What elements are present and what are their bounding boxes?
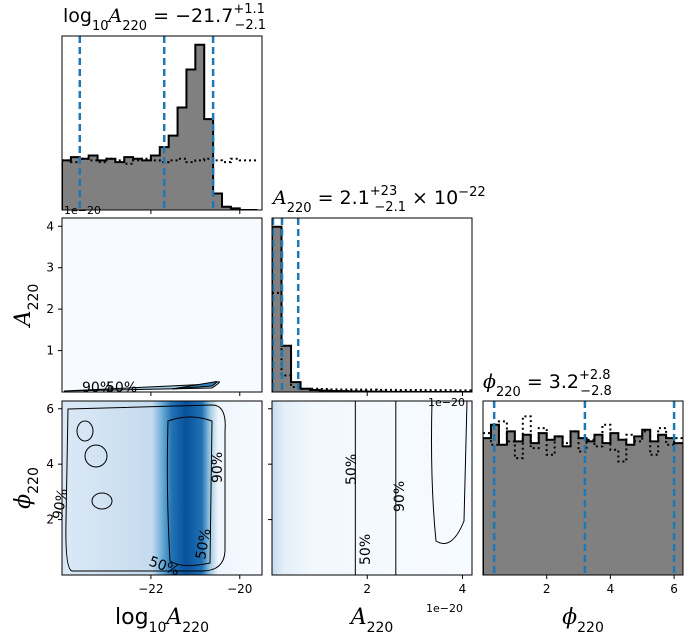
x-tick-label: 6 <box>670 582 678 596</box>
contour-label: 50% <box>344 454 360 485</box>
contours-logA-phi <box>65 404 226 572</box>
x-axis-label-A: A220 <box>349 605 394 636</box>
contours-logA-A <box>63 381 220 392</box>
y-tick-label: 4 <box>46 219 54 233</box>
title-logA: log10A220 = −21.7+1.1 −2.1 <box>63 2 266 34</box>
x-tick-label: −20 <box>227 582 252 596</box>
title-phi: ϕ220 = 3.2+2.8 −2.8 <box>483 368 612 400</box>
panel-frame-h1 <box>61 35 263 211</box>
y-tick-label: 1 <box>46 344 54 358</box>
x-axis-label-phi: ϕ220 <box>562 605 604 636</box>
panel-frame-c21 <box>61 217 263 393</box>
panel-frame-h2 <box>271 217 473 393</box>
density-A-phi <box>272 401 472 575</box>
histogram-outline <box>272 225 472 392</box>
prior-histogram <box>62 157 258 165</box>
offset-text: 1e−20 <box>426 602 463 615</box>
density-logA-phi <box>62 401 262 575</box>
offset-text: 1e−20 <box>64 204 101 217</box>
panel-frame-c32 <box>271 400 473 576</box>
x-tick-label: −22 <box>138 582 163 596</box>
contour-label: 50% <box>106 380 137 396</box>
histogram-fill <box>483 424 683 575</box>
offset-text: 1e−20 <box>428 396 465 409</box>
density-logA-A <box>62 218 262 392</box>
histogram-h1 <box>62 36 258 210</box>
prior-histogram <box>272 291 472 392</box>
contour-island <box>91 492 113 510</box>
contour-label: 90% <box>50 487 71 520</box>
contour-label: 90% <box>392 481 408 512</box>
contour-island <box>84 444 108 468</box>
contour-label: 90% <box>210 452 226 483</box>
histogram-fill <box>62 44 258 210</box>
x-axis-label-logA: log10A220 <box>115 605 209 636</box>
x-tick-label: 2 <box>363 582 371 596</box>
histogram-h3 <box>483 401 683 575</box>
contour-line <box>431 401 468 544</box>
contour-island <box>76 420 94 442</box>
y-tick-label: 6 <box>46 402 54 416</box>
x-tick-label: 4 <box>607 582 615 596</box>
contours-A-phi <box>354 401 468 575</box>
contour-label: 50% <box>358 534 374 565</box>
y-tick-label: 4 <box>46 457 54 471</box>
y-axis-label-phi: ϕ220 <box>11 467 42 509</box>
panel-frame-c31 <box>61 400 263 576</box>
histogram-fill <box>272 226 472 392</box>
title-A: A220 = 2.1+23 −2.1 × 10−22 <box>271 184 486 216</box>
contour-50 <box>171 381 218 390</box>
histogram-h2 <box>272 218 472 392</box>
contour-90 <box>65 404 226 572</box>
contour-50 <box>166 416 213 567</box>
x-tick-label: 4 <box>459 582 467 596</box>
y-tick-label: 2 <box>46 513 54 527</box>
y-tick-label: 3 <box>46 261 54 275</box>
contour-label: 50% <box>193 527 214 560</box>
x-tick-label: 2 <box>543 582 551 596</box>
panel-frame-h3 <box>482 400 684 576</box>
y-tick-label: 2 <box>46 302 54 316</box>
histogram-outline <box>62 43 258 210</box>
y-axis-label-A: A220 <box>11 284 42 329</box>
